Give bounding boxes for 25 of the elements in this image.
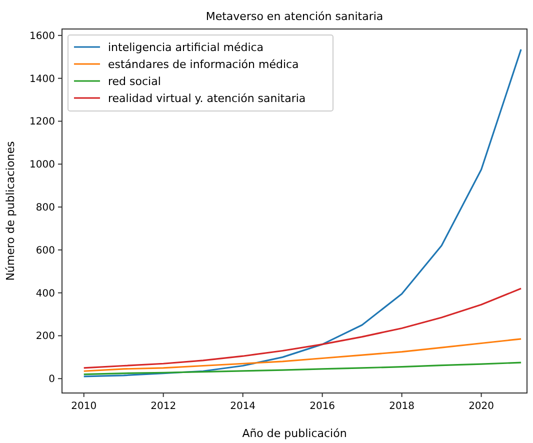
chart-title: Metaverso en atención sanitaria xyxy=(206,10,384,23)
y-tick-label: 1600 xyxy=(30,30,55,42)
x-tick-label: 2020 xyxy=(468,401,494,412)
line-series xyxy=(83,288,522,369)
y-tick-label: 200 xyxy=(36,331,55,342)
y-tick-label: 800 xyxy=(36,202,55,214)
y-tick-label: 600 xyxy=(36,245,55,256)
y-tick-label: 1400 xyxy=(30,74,55,85)
x-tick-label: 2010 xyxy=(71,401,97,412)
x-tick-label: 2018 xyxy=(389,401,415,412)
y-tick-label: 0 xyxy=(48,374,55,386)
line-series xyxy=(83,362,522,376)
y-tick-label: 1200 xyxy=(30,116,55,128)
x-tick-label: 2014 xyxy=(230,401,256,412)
x-axis-title: Año de publicación xyxy=(242,427,347,440)
y-tick-label: 400 xyxy=(36,288,55,300)
legend-label: red social xyxy=(108,75,161,88)
legend-label: estándares de información médica xyxy=(108,58,299,71)
legend-label: inteligencia artificial médica xyxy=(108,41,264,54)
line-series xyxy=(83,338,522,372)
x-tick-label: 2012 xyxy=(150,401,176,412)
legend-label: realidad virtual y. atención sanitaria xyxy=(108,92,306,105)
x-tick-label: 2016 xyxy=(310,401,336,412)
y-tick-label: 1000 xyxy=(30,160,55,171)
y-axis-title: Número de publicaciones xyxy=(4,140,17,281)
